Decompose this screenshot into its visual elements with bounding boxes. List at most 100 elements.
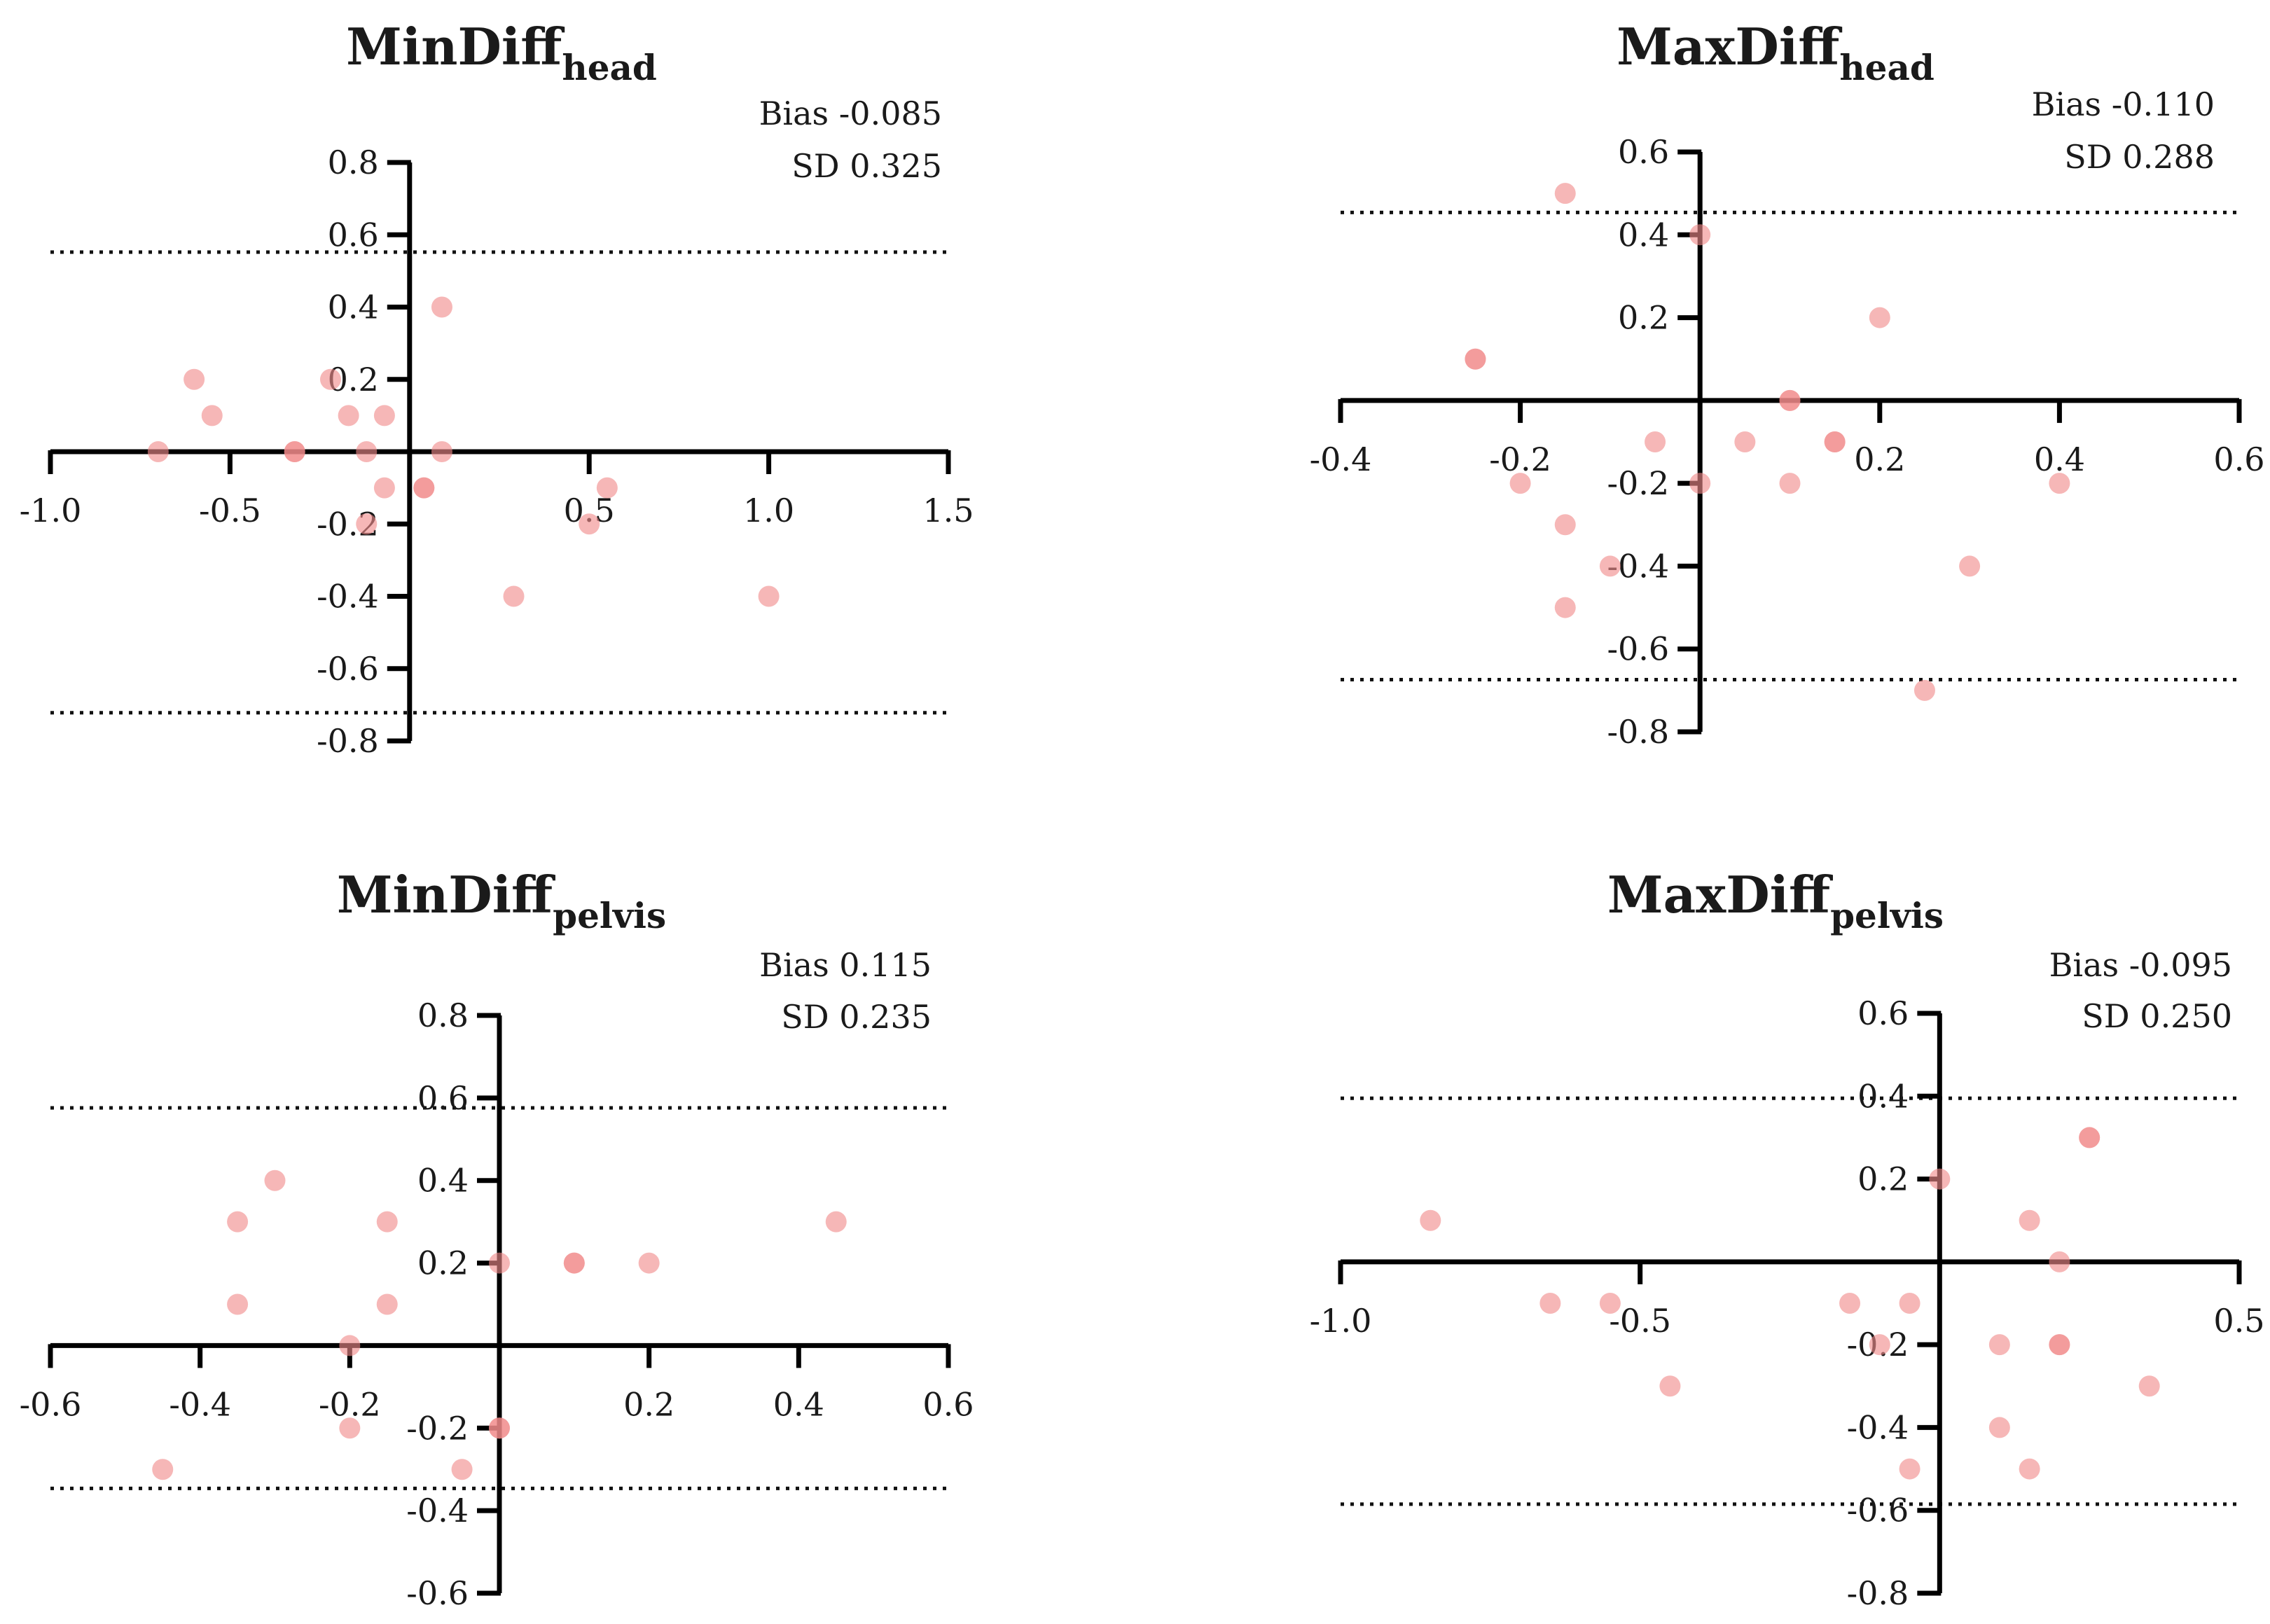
y-tick-label: -0.2 xyxy=(406,1409,469,1447)
data-point xyxy=(1959,555,1981,577)
x-tick-label: -0.4 xyxy=(1310,440,1372,478)
data-point xyxy=(1554,183,1576,204)
data-point xyxy=(596,477,618,499)
data-point xyxy=(1899,1458,1920,1480)
data-point xyxy=(1779,389,1801,411)
x-tick-label: -1.0 xyxy=(1310,1302,1372,1340)
bias-label: Bias -0.095 xyxy=(2049,946,2232,984)
chart-title-main: MaxDiff xyxy=(1617,17,1842,76)
data-point xyxy=(338,405,359,426)
y-tick-label: -0.6 xyxy=(406,1574,469,1612)
data-point xyxy=(1988,1417,2010,1438)
x-tick-label: 0.6 xyxy=(922,1385,974,1423)
data-point xyxy=(2049,1251,2070,1272)
x-tick-label: 0.4 xyxy=(773,1385,824,1423)
y-tick-label: -0.4 xyxy=(1847,1408,1909,1446)
data-point xyxy=(356,441,378,462)
data-point xyxy=(1824,431,1846,452)
data-point xyxy=(1465,348,1486,370)
y-tick-label: -0.8 xyxy=(1847,1574,1909,1612)
data-point xyxy=(431,296,452,318)
data-point xyxy=(2019,1458,2040,1480)
chart-title-main: MinDiff xyxy=(346,17,565,76)
data-point xyxy=(227,1293,249,1315)
x-tick-label: 0.2 xyxy=(1854,440,1905,478)
data-point xyxy=(184,368,205,390)
y-tick-label: -0.6 xyxy=(1847,1492,1909,1529)
chart-title-subscript: pelvis xyxy=(553,895,666,936)
y-tick-label: 0.4 xyxy=(1618,216,1669,254)
panel-3: MinDiffpelvis Bias 0.115 SD 0.235 -0.6 -0.4 -… xyxy=(20,865,974,1612)
data-point xyxy=(758,585,780,607)
data-point xyxy=(339,1417,361,1439)
chart-title-subscript: head xyxy=(562,47,657,88)
chart-title: MinDiffhead xyxy=(346,17,657,88)
y-tick-label: -0.6 xyxy=(1607,630,1669,668)
y-tick-label: -0.8 xyxy=(1607,713,1669,751)
bias-label: Bias -0.085 xyxy=(759,95,942,132)
chart-title-main: MaxDiff xyxy=(1607,865,1833,924)
y-tick-label: -0.6 xyxy=(317,650,379,688)
bias-label: Bias 0.115 xyxy=(759,946,932,984)
x-tick-label: 1.0 xyxy=(743,492,794,529)
panel-1: MinDiffhead Bias -0.085 SD 0.325 -1.0 -0.5 0.… xyxy=(20,17,974,760)
chart-title: MaxDiffhead xyxy=(1617,17,1935,88)
sd-label: SD 0.235 xyxy=(781,998,932,1036)
chart-title-subscript: head xyxy=(1839,47,1935,88)
data-point xyxy=(264,1170,286,1191)
y-tick-label: 0.4 xyxy=(328,289,379,326)
data-point xyxy=(489,1417,510,1439)
data-point xyxy=(451,1459,473,1480)
data-point xyxy=(413,477,435,499)
data-point xyxy=(825,1211,847,1233)
data-point xyxy=(563,1252,585,1274)
chart-title: MaxDiffpelvis xyxy=(1607,865,1944,936)
data-point xyxy=(1554,514,1576,536)
data-point xyxy=(2138,1375,2160,1397)
x-tick-label: -0.2 xyxy=(319,1385,381,1423)
data-point xyxy=(1539,1293,1561,1314)
data-point xyxy=(1869,1334,1890,1356)
data-point xyxy=(1899,1293,1920,1314)
data-point xyxy=(1913,679,1935,701)
sd-label: SD 0.325 xyxy=(791,147,942,185)
data-point xyxy=(1988,1334,2010,1356)
data-point xyxy=(376,1211,398,1233)
y-tick-label: 0.6 xyxy=(417,1079,469,1117)
data-point xyxy=(503,585,525,607)
x-tick-label: 0.6 xyxy=(2213,440,2264,478)
data-point xyxy=(1554,597,1576,618)
y-tick-label: 0.4 xyxy=(417,1162,469,1200)
y-tick-label: 0.4 xyxy=(1857,1077,1909,1115)
data-point xyxy=(1734,431,1756,452)
data-point xyxy=(1599,1293,1621,1314)
data-point xyxy=(2019,1209,2040,1231)
data-point xyxy=(339,1335,361,1356)
x-tick-label: -0.5 xyxy=(199,492,261,529)
data-point xyxy=(1779,473,1801,494)
data-point xyxy=(376,1293,398,1315)
data-point xyxy=(1599,555,1621,577)
data-point xyxy=(1659,1375,1681,1397)
data-point xyxy=(2079,1127,2101,1148)
data-point xyxy=(1645,431,1666,452)
y-tick-label: 0.6 xyxy=(1618,133,1669,171)
data-point xyxy=(356,513,378,535)
y-tick-label: -0.4 xyxy=(406,1492,469,1529)
y-tick-label: 0.2 xyxy=(1857,1160,1909,1198)
data-point xyxy=(373,405,395,426)
data-point xyxy=(1509,473,1531,494)
x-tick-label: 0.2 xyxy=(623,1385,674,1423)
data-point xyxy=(152,1459,174,1480)
x-tick-label: 0.5 xyxy=(2213,1302,2264,1340)
data-point xyxy=(147,441,169,462)
data-point xyxy=(1869,307,1890,328)
data-point xyxy=(2049,1334,2070,1356)
y-tick-label: 0.6 xyxy=(1857,994,1909,1032)
sd-label: SD 0.250 xyxy=(2082,997,2232,1035)
sd-label: SD 0.288 xyxy=(2064,138,2215,176)
data-point xyxy=(373,477,395,499)
data-point xyxy=(431,441,452,462)
